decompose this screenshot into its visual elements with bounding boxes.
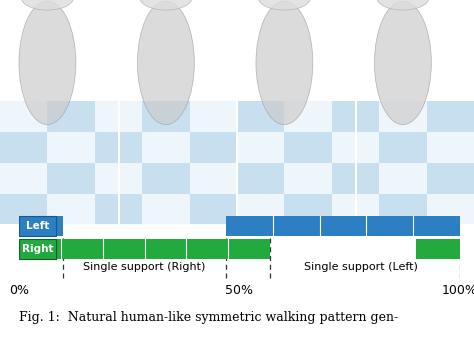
Bar	[47, 101, 95, 132]
Ellipse shape	[137, 1, 194, 125]
Bar	[0, 0, 474, 101]
Circle shape	[21, 0, 73, 10]
Bar	[427, 132, 474, 163]
Bar	[237, 163, 284, 193]
Bar	[95, 132, 142, 163]
Bar	[47, 193, 95, 224]
Bar	[416, 239, 460, 259]
Text: 100%: 100%	[442, 284, 474, 297]
Bar	[284, 163, 332, 193]
Bar	[379, 101, 427, 132]
Bar	[142, 163, 190, 193]
Bar	[332, 132, 379, 163]
Text: Single support (Right): Single support (Right)	[83, 262, 206, 272]
Bar	[142, 101, 190, 132]
Ellipse shape	[256, 1, 313, 125]
Bar	[332, 193, 379, 224]
Bar	[19, 239, 270, 259]
Bar	[379, 163, 427, 193]
Bar	[0, 101, 47, 132]
Bar	[95, 193, 142, 224]
Bar	[0, 132, 47, 163]
Bar	[427, 193, 474, 224]
Bar	[237, 101, 284, 132]
Text: Right: Right	[22, 244, 54, 254]
Circle shape	[377, 0, 429, 10]
Bar	[237, 193, 284, 224]
Bar	[47, 163, 95, 193]
FancyBboxPatch shape	[19, 216, 56, 236]
Bar	[95, 101, 142, 132]
Ellipse shape	[19, 1, 76, 125]
Bar	[379, 132, 427, 163]
Bar	[190, 193, 237, 224]
Bar	[190, 101, 237, 132]
Bar	[379, 193, 427, 224]
Text: 50%: 50%	[225, 284, 254, 297]
Ellipse shape	[374, 1, 431, 125]
Bar	[142, 193, 190, 224]
Circle shape	[258, 0, 310, 10]
Bar	[284, 101, 332, 132]
Bar	[332, 101, 379, 132]
Text: Left: Left	[26, 221, 49, 231]
Bar	[190, 132, 237, 163]
Bar	[47, 132, 95, 163]
Bar	[0, 163, 47, 193]
Text: Single support (Left): Single support (Left)	[304, 262, 418, 272]
Bar	[332, 163, 379, 193]
Bar	[95, 163, 142, 193]
Bar	[284, 193, 332, 224]
Bar	[427, 101, 474, 132]
Bar	[142, 132, 190, 163]
Text: 0%: 0%	[9, 284, 29, 297]
FancyBboxPatch shape	[19, 239, 56, 259]
Bar	[237, 132, 284, 163]
Bar	[0, 193, 47, 224]
Bar	[427, 163, 474, 193]
Bar	[226, 216, 460, 236]
Bar	[190, 163, 237, 193]
Circle shape	[140, 0, 192, 10]
Bar	[19, 216, 63, 236]
Bar	[284, 132, 332, 163]
Text: Fig. 1:  Natural human-like symmetric walking pattern gen-: Fig. 1: Natural human-like symmetric wal…	[19, 311, 398, 324]
